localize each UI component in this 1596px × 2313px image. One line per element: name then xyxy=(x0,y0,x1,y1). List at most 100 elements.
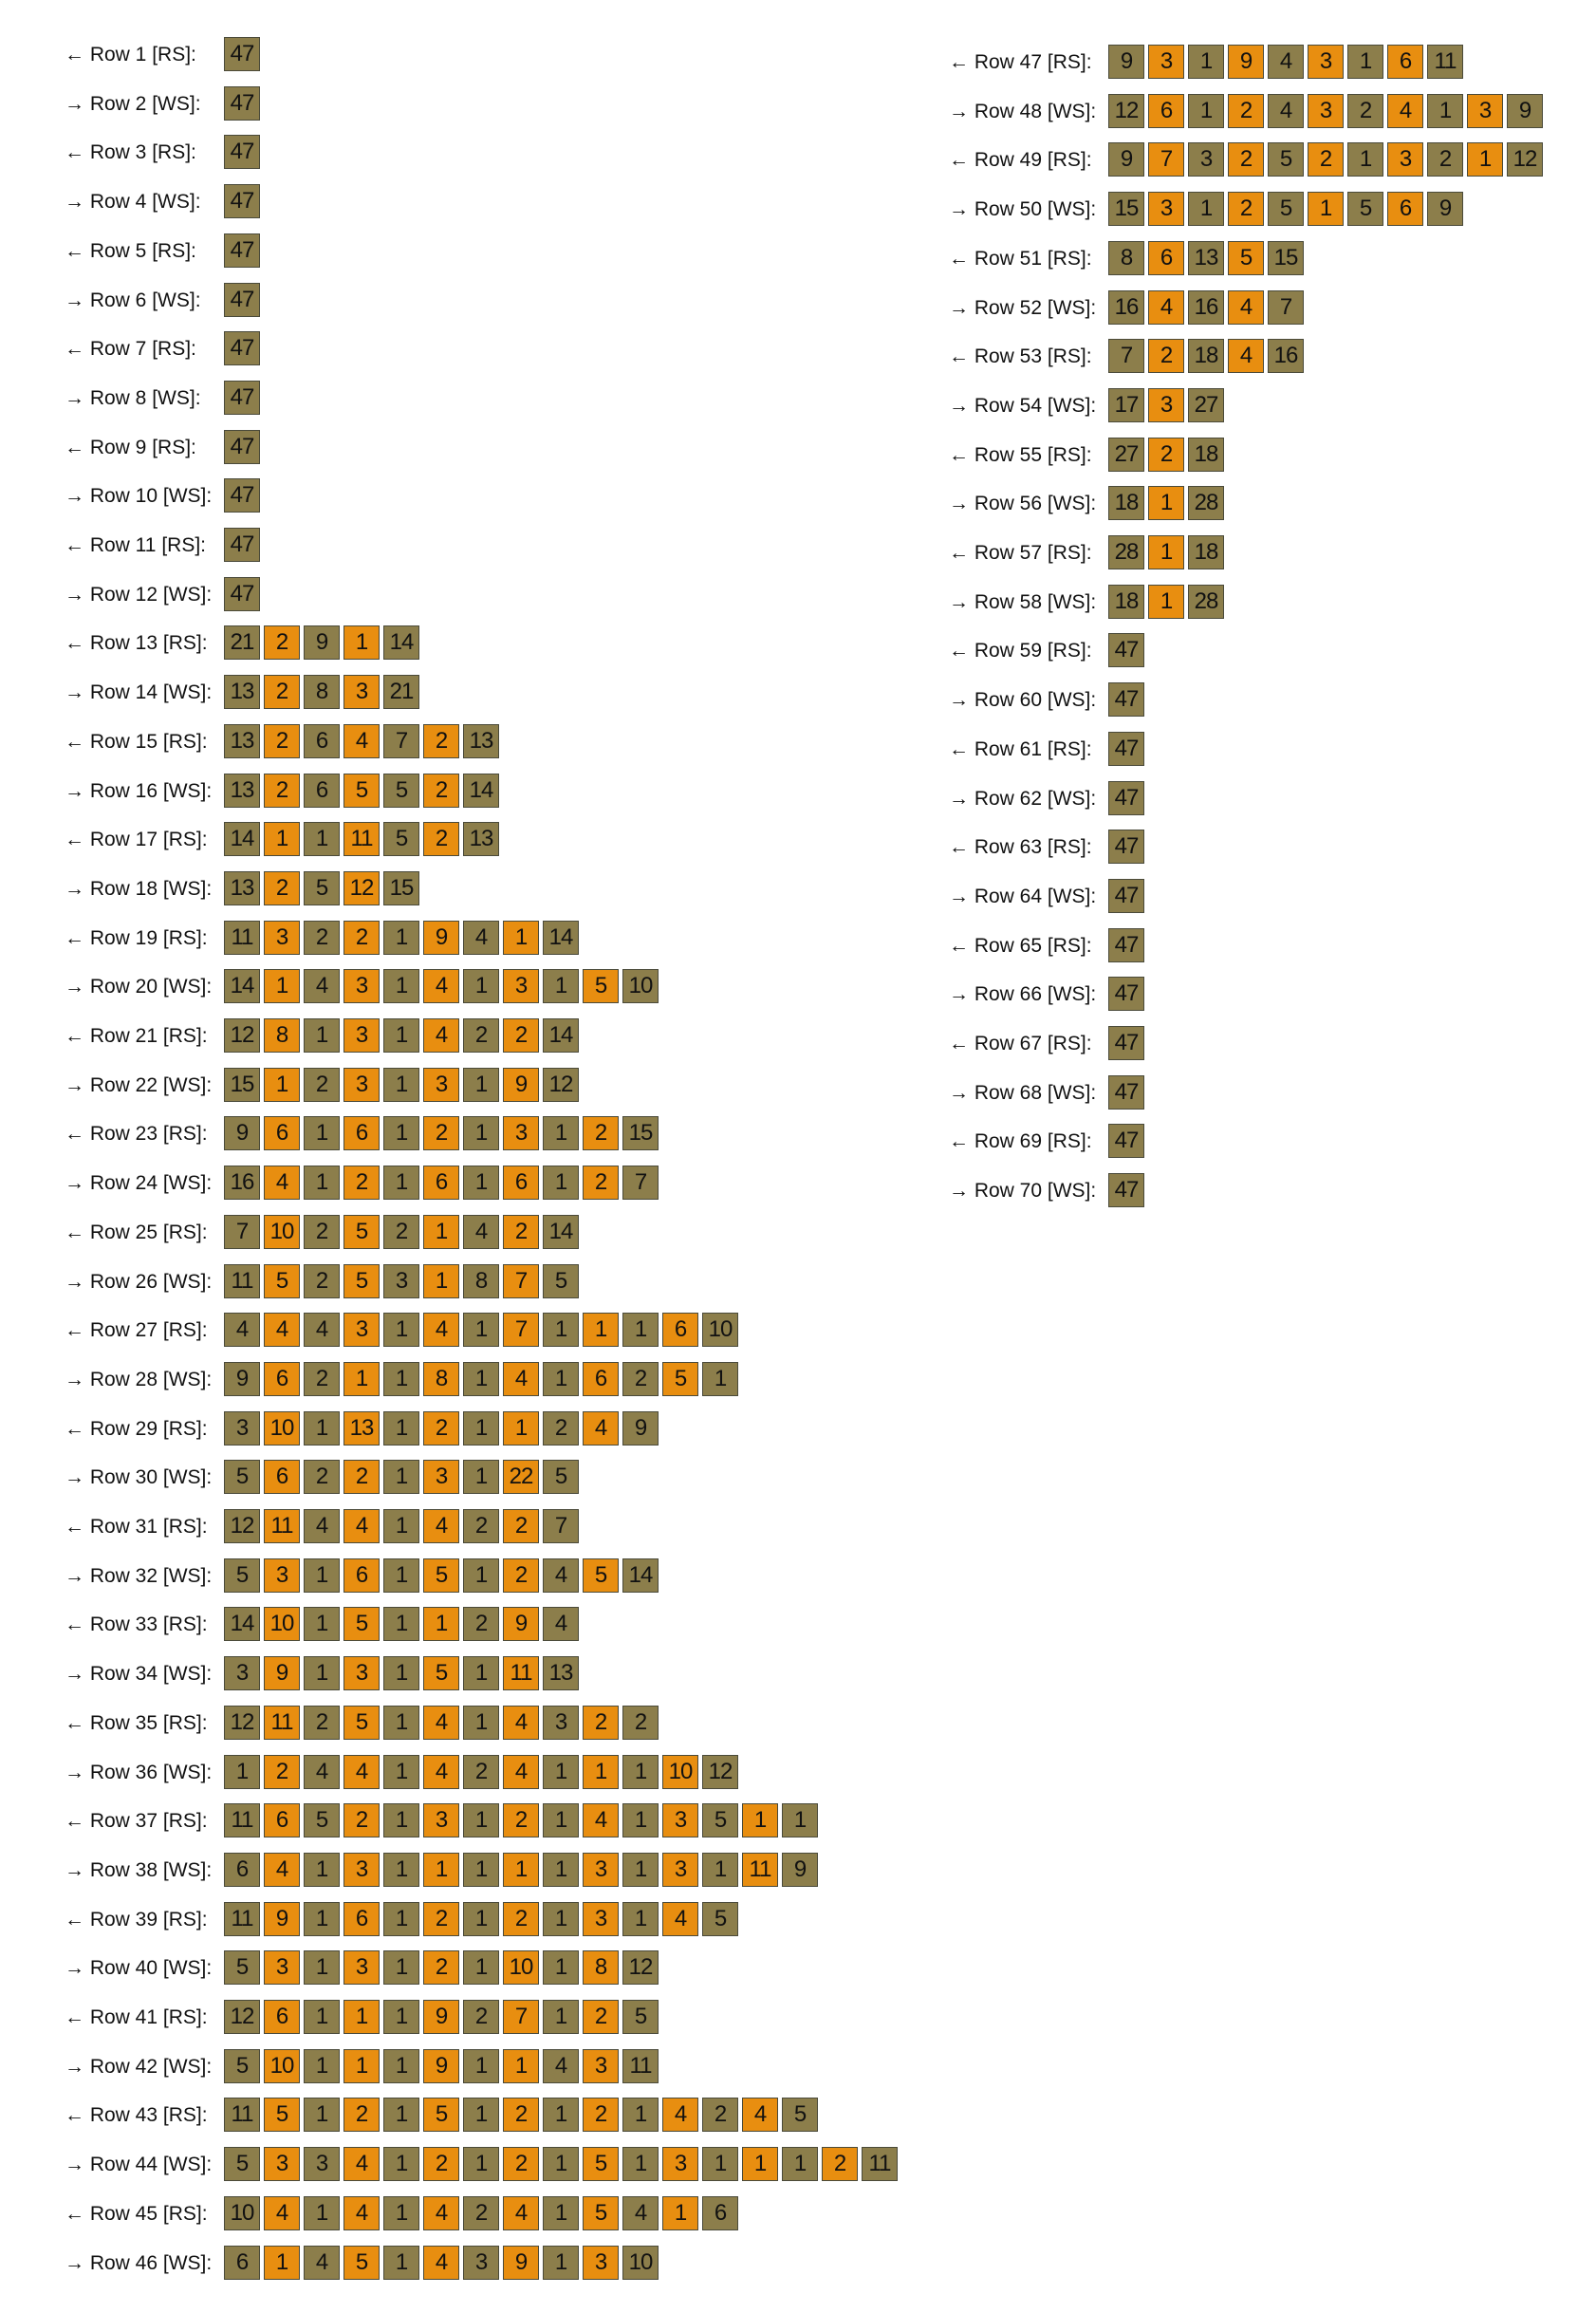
stitch-block-color-b: 4 xyxy=(423,2245,459,2280)
stitch-block-color-b: 3 xyxy=(423,1460,459,1495)
stitch-block-color-b: 2 xyxy=(264,773,300,808)
stitch-block-color-a: 5 xyxy=(1347,192,1383,227)
stitch-block-color-b: 1 xyxy=(503,920,539,955)
stitch-block-color-a: 1 xyxy=(383,1116,419,1151)
row-label: → Row 44 [WS]: xyxy=(65,2154,213,2176)
row-cells: 15 1 2 3 1 3 1 9 12 xyxy=(224,1067,579,1102)
row-cells: 7 10 2 5 2 1 4 2 14 xyxy=(224,1214,579,1249)
stitch-block-color-b: 7 xyxy=(503,2000,539,2034)
stitch-block-color-a: 47 xyxy=(1108,927,1144,962)
stitch-block-color-b: 4 xyxy=(503,2195,539,2230)
stitch-block-color-b: 2 xyxy=(583,1705,619,1740)
row-label: ← Row 25 [RS]: xyxy=(65,1221,208,1243)
stitch-block-color-a: 1 xyxy=(543,1361,579,1396)
stitch-block-color-a: 28 xyxy=(1188,486,1224,521)
stitch-block-color-a: 1 xyxy=(543,1116,579,1151)
stitch-block-color-a: 12 xyxy=(622,1950,659,1986)
row-label: ← Row 33 [RS]: xyxy=(65,1614,208,1636)
row-label: → Row 46 [WS]: xyxy=(65,2251,213,2274)
stitch-block-color-a: 1 xyxy=(1427,93,1463,128)
stitch-block-color-b: 11 xyxy=(264,1705,300,1740)
stitch-block-color-b: 9 xyxy=(1228,45,1264,79)
stitch-block-color-a: 1 xyxy=(463,1656,499,1691)
stitch-block-color-a: 16 xyxy=(224,1166,260,1201)
stitch-block-color-a: 47 xyxy=(1108,1173,1144,1208)
stitch-block-color-a: 1 xyxy=(622,1852,659,1887)
stitch-block-color-b: 2 xyxy=(264,723,300,758)
row-cells: 47 xyxy=(224,135,260,170)
row-cells: 47 xyxy=(1108,977,1144,1012)
stitch-block-color-a: 11 xyxy=(1427,45,1463,79)
stitch-block-color-b: 1 xyxy=(423,1214,459,1249)
stitch-block-color-a: 47 xyxy=(1108,1074,1144,1110)
stitch-block-color-b: 2 xyxy=(423,1116,459,1151)
stitch-block-color-b: 1 xyxy=(343,625,380,661)
stitch-block-color-b: 2 xyxy=(343,920,380,955)
stitch-block-color-a: 47 xyxy=(224,184,260,219)
row-cells: 10 4 1 4 1 4 2 4 1 5 4 1 6 xyxy=(224,2195,738,2230)
stitch-block-color-a: 4 xyxy=(622,2195,659,2230)
stitch-block-color-b: 9 xyxy=(264,1901,300,1936)
stitch-block-color-a: 47 xyxy=(224,37,260,71)
stitch-block-color-b: 11 xyxy=(503,1656,539,1691)
stitch-block-color-a: 12 xyxy=(543,1067,579,1102)
stitch-block-color-a: 15 xyxy=(383,870,419,905)
stitch-block-color-a: 2 xyxy=(383,1214,419,1249)
stitch-block-color-b: 4 xyxy=(583,1410,619,1446)
row-cells: 1 2 4 4 1 4 2 4 1 1 1 10 12 xyxy=(224,1754,738,1789)
stitch-block-color-a: 1 xyxy=(463,1803,499,1838)
stitch-block-color-b: 9 xyxy=(423,2000,459,2034)
row-cells: 47 xyxy=(224,429,260,464)
stitch-block-color-a: 5 xyxy=(224,2048,260,2083)
stitch-block-color-a: 1 xyxy=(383,920,419,955)
stitch-block-color-a: 1 xyxy=(383,1361,419,1396)
stitch-block-color-a: 47 xyxy=(224,282,260,317)
row-label: ← Row 17 [RS]: xyxy=(65,829,208,851)
stitch-block-color-b: 2 xyxy=(264,675,300,710)
stitch-block-color-b: 2 xyxy=(583,1116,619,1151)
stitch-block-color-a: 1 xyxy=(383,969,419,1004)
stitch-block-color-a: 3 xyxy=(463,2245,499,2280)
stitch-block-color-a: 1 xyxy=(543,1166,579,1201)
stitch-block-color-a: 16 xyxy=(1188,289,1224,325)
stitch-block-color-a: 8 xyxy=(463,1263,499,1298)
stitch-block-color-a: 14 xyxy=(224,1607,260,1642)
stitch-block-color-a: 1 xyxy=(622,1901,659,1936)
stitch-block-color-b: 2 xyxy=(1228,192,1264,227)
row-label: → Row 26 [WS]: xyxy=(65,1270,213,1293)
row-cells: 47 xyxy=(224,233,260,268)
stitch-block-color-a: 47 xyxy=(1108,780,1144,815)
row-label: ← Row 21 [RS]: xyxy=(65,1025,208,1047)
stitch-block-color-a: 6 xyxy=(224,2245,260,2280)
stitch-block-color-a: 6 xyxy=(304,773,340,808)
row-label: ← Row 63 [RS]: xyxy=(949,836,1092,859)
stitch-block-color-b: 3 xyxy=(1387,142,1423,177)
stitch-block-color-a: 5 xyxy=(224,1950,260,1986)
stitch-block-color-a: 14 xyxy=(224,969,260,1004)
stitch-block-color-b: 2 xyxy=(1308,142,1344,177)
stitch-block-color-b: 11 xyxy=(264,1509,300,1543)
stitch-block-color-b: 3 xyxy=(1148,387,1184,422)
row-cells: 6 1 4 5 1 4 3 9 1 3 10 xyxy=(224,2245,659,2280)
stitch-block-color-a: 1 xyxy=(463,1166,499,1201)
stitch-block-color-a: 1 xyxy=(383,1803,419,1838)
row-cells: 5 3 1 6 1 5 1 2 4 5 14 xyxy=(224,1558,659,1593)
stitch-block-color-a: 4 xyxy=(304,1313,340,1348)
row-label: ← Row 3 [RS]: xyxy=(65,141,196,164)
row-label: ← Row 11 [RS]: xyxy=(65,534,206,556)
stitch-block-color-a: 12 xyxy=(1108,93,1144,128)
row-label: → Row 58 [WS]: xyxy=(949,590,1097,613)
stitch-block-color-a: 47 xyxy=(1108,1026,1144,1060)
stitch-block-color-a: 2 xyxy=(463,1754,499,1789)
stitch-block-color-a: 4 xyxy=(1268,93,1304,128)
stitch-block-color-a: 1 xyxy=(543,1950,579,1986)
stitch-block-color-b: 3 xyxy=(264,920,300,955)
stitch-block-color-a: 5 xyxy=(1268,192,1304,227)
stitch-block-color-a: 9 xyxy=(1108,142,1144,177)
stitch-block-color-a: 16 xyxy=(1108,289,1144,325)
row-cells: 3 9 1 3 1 5 1 11 13 xyxy=(224,1656,579,1691)
stitch-block-color-a: 1 xyxy=(463,1901,499,1936)
stitch-block-color-b: 2 xyxy=(503,2098,539,2133)
stitch-block-color-a: 15 xyxy=(622,1116,659,1151)
stitch-block-color-a: 4 xyxy=(304,1754,340,1789)
